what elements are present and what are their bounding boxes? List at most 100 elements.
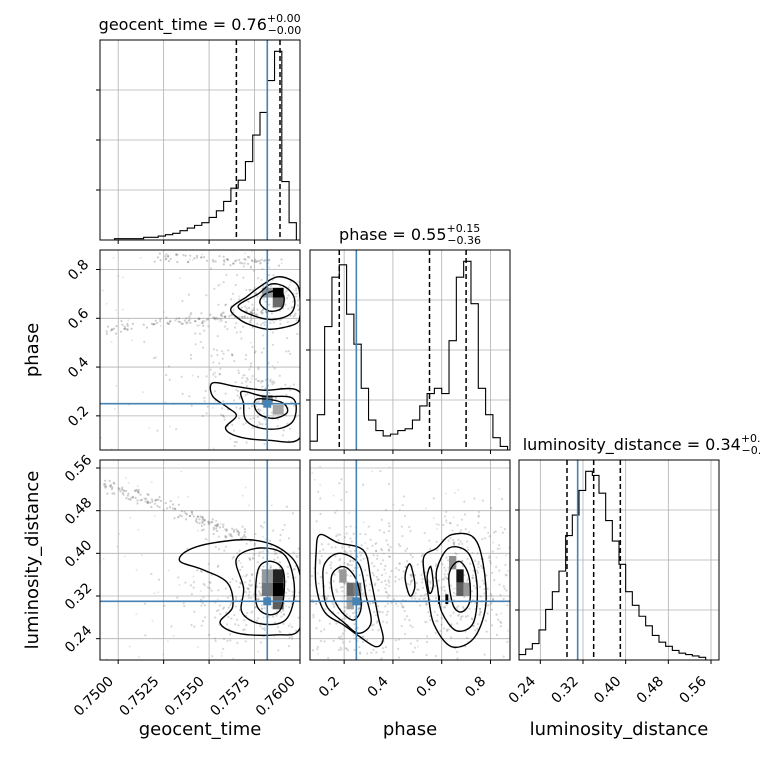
sample-point bbox=[151, 619, 154, 622]
sample-point bbox=[250, 259, 253, 262]
sample-point bbox=[315, 524, 317, 526]
sample-point bbox=[411, 555, 414, 559]
sample-point bbox=[371, 601, 374, 605]
sample-point bbox=[210, 354, 213, 357]
sample-point bbox=[400, 624, 403, 628]
density-contour bbox=[426, 565, 434, 595]
sample-point bbox=[258, 421, 261, 424]
sample-point bbox=[136, 490, 139, 493]
sample-point bbox=[249, 584, 252, 588]
sample-point bbox=[171, 503, 175, 506]
sample-point bbox=[445, 556, 448, 559]
sample-point bbox=[244, 575, 247, 578]
sample-point bbox=[410, 597, 413, 600]
panel-frame bbox=[309, 459, 511, 661]
sample-point bbox=[238, 531, 241, 534]
sample-point bbox=[371, 571, 374, 575]
sample-point bbox=[495, 633, 499, 637]
sample-point bbox=[485, 630, 488, 633]
sample-point bbox=[212, 528, 216, 531]
sample-point bbox=[241, 525, 244, 528]
sample-point bbox=[224, 315, 227, 318]
sample-point bbox=[420, 594, 423, 597]
sample-point bbox=[342, 677, 344, 679]
sample-point bbox=[244, 640, 247, 643]
sample-point bbox=[188, 514, 191, 518]
sample-point bbox=[293, 568, 296, 571]
sample-point bbox=[278, 630, 281, 633]
sample-point bbox=[294, 576, 297, 579]
sample-point bbox=[204, 389, 207, 393]
sample-point bbox=[318, 550, 322, 553]
sample-point bbox=[346, 574, 349, 577]
sample-point bbox=[159, 499, 163, 502]
sample-point bbox=[215, 529, 219, 533]
sample-point bbox=[249, 540, 252, 543]
sample-point bbox=[260, 381, 263, 384]
sample-point bbox=[385, 591, 389, 594]
sample-point bbox=[216, 354, 219, 357]
density-cell bbox=[346, 582, 354, 596]
sample-point bbox=[207, 595, 210, 598]
sample-point bbox=[387, 522, 390, 525]
sample-point bbox=[237, 417, 241, 420]
sample-point bbox=[189, 254, 192, 257]
sample-point bbox=[346, 562, 349, 566]
sample-point bbox=[218, 362, 221, 365]
sample-point bbox=[374, 549, 378, 553]
sample-point bbox=[353, 566, 357, 570]
sample-point bbox=[251, 610, 254, 613]
sample-point bbox=[387, 482, 391, 486]
sample-point bbox=[478, 614, 481, 617]
sample-point bbox=[108, 479, 111, 482]
sample-point bbox=[362, 521, 365, 524]
sample-point bbox=[262, 616, 265, 619]
sample-point bbox=[286, 565, 290, 569]
sample-point bbox=[449, 536, 452, 540]
x-tick-label: 0.8 bbox=[462, 674, 489, 701]
sample-point bbox=[260, 278, 263, 282]
sample-point bbox=[256, 379, 259, 383]
sample-point bbox=[249, 341, 252, 344]
sample-point bbox=[157, 498, 160, 501]
sample-point bbox=[525, 540, 527, 542]
sample-point bbox=[315, 602, 318, 606]
sample-point bbox=[451, 529, 454, 532]
sample-point bbox=[198, 332, 202, 336]
y-tick-label: 0.48 bbox=[62, 495, 95, 528]
sample-point bbox=[340, 403, 342, 405]
sample-point bbox=[177, 496, 180, 499]
sample-point bbox=[123, 325, 126, 328]
sample-point bbox=[145, 326, 149, 329]
sample-point bbox=[285, 289, 288, 292]
sample-point bbox=[208, 580, 211, 584]
sample-point bbox=[153, 502, 157, 505]
sample-point bbox=[233, 613, 236, 617]
sample-point bbox=[340, 635, 343, 638]
sample-point bbox=[188, 514, 192, 518]
sample-point bbox=[449, 522, 452, 525]
sample-point bbox=[453, 491, 456, 494]
sample-point bbox=[220, 319, 223, 322]
sample-point bbox=[257, 650, 260, 653]
sample-point bbox=[252, 553, 256, 556]
sample-point bbox=[224, 611, 228, 614]
sample-point bbox=[221, 357, 224, 360]
sample-point bbox=[291, 512, 295, 515]
sample-point bbox=[268, 303, 271, 306]
sample-point bbox=[252, 309, 255, 312]
sample-point bbox=[473, 497, 476, 500]
sample-point bbox=[247, 504, 250, 507]
sample-point bbox=[452, 516, 455, 519]
sample-point bbox=[228, 533, 231, 536]
x-tick-label: 0.48 bbox=[634, 674, 667, 707]
sample-point bbox=[192, 575, 195, 578]
sample-point bbox=[466, 557, 469, 560]
sample-point bbox=[480, 564, 483, 567]
sample-point bbox=[491, 598, 494, 601]
sample-point bbox=[421, 586, 425, 590]
sample-point bbox=[234, 605, 237, 608]
sample-point bbox=[375, 575, 378, 579]
sample-point bbox=[373, 610, 376, 614]
sample-point bbox=[173, 508, 177, 511]
